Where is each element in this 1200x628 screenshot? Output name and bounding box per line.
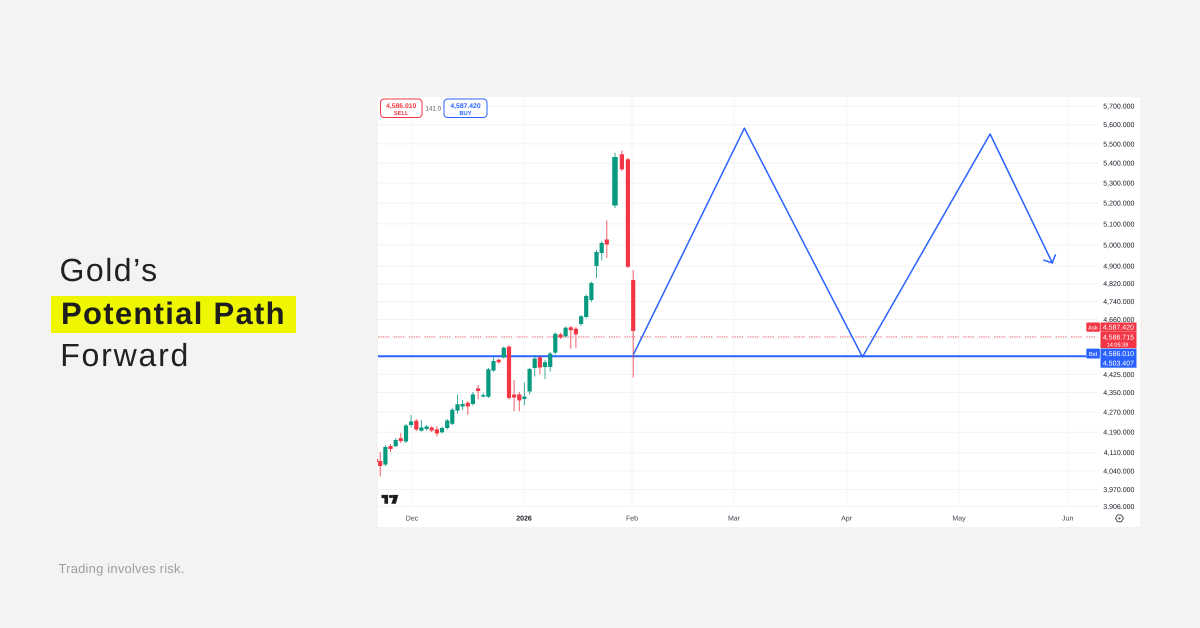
svg-text:5,700.000: 5,700.000 — [1103, 103, 1134, 110]
svg-text:4,586.010: 4,586.010 — [386, 103, 416, 110]
svg-text:5,100.000: 5,100.000 — [1103, 221, 1134, 228]
svg-text:4,587.420: 4,587.420 — [450, 103, 480, 110]
svg-text:5,000.000: 5,000.000 — [1103, 242, 1134, 249]
svg-text:4,270.000: 4,270.000 — [1103, 410, 1134, 417]
svg-text:4,503.407: 4,503.407 — [1103, 361, 1134, 368]
svg-text:4,740.000: 4,740.000 — [1103, 299, 1134, 306]
svg-text:5,400.000: 5,400.000 — [1103, 161, 1134, 168]
svg-text:5,600.000: 5,600.000 — [1103, 122, 1134, 129]
svg-text:4,660.000: 4,660.000 — [1103, 317, 1134, 324]
svg-text:Apr: Apr — [841, 516, 853, 523]
svg-text:4,040.000: 4,040.000 — [1103, 468, 1134, 475]
svg-text:BUY: BUY — [459, 111, 471, 117]
svg-text:Mar: Mar — [728, 516, 741, 523]
svg-text:3,906.000: 3,906.000 — [1103, 504, 1134, 511]
svg-text:4,190.000: 4,190.000 — [1103, 430, 1134, 437]
svg-text:May: May — [952, 516, 966, 523]
svg-text:4,110.000: 4,110.000 — [1104, 450, 1135, 457]
svg-text:Bid: Bid — [1089, 351, 1097, 358]
svg-text:4,820.000: 4,820.000 — [1103, 281, 1134, 288]
svg-text:14:05:39: 14:05:39 — [1107, 342, 1129, 348]
svg-text:5,500.000: 5,500.000 — [1103, 141, 1134, 148]
svg-text:5,200.000: 5,200.000 — [1103, 201, 1134, 208]
svg-text:Dec: Dec — [406, 516, 419, 523]
svg-text:Ask: Ask — [1088, 324, 1098, 331]
svg-text:5,300.000: 5,300.000 — [1103, 181, 1134, 188]
svg-text:4,586.715: 4,586.715 — [1103, 335, 1134, 342]
svg-text:4,586.010: 4,586.010 — [1103, 351, 1134, 358]
svg-text:2026: 2026 — [516, 516, 532, 523]
svg-text:3,970.000: 3,970.000 — [1103, 487, 1134, 494]
svg-text:4,425.000: 4,425.000 — [1103, 372, 1134, 379]
svg-text:141.0: 141.0 — [426, 106, 442, 113]
svg-text:4,350.000: 4,350.000 — [1103, 390, 1134, 397]
svg-text:Jun: Jun — [1062, 516, 1073, 523]
svg-text:Feb: Feb — [626, 515, 638, 523]
svg-text:4,587.420: 4,587.420 — [1103, 325, 1134, 332]
svg-text:4,900.000: 4,900.000 — [1103, 264, 1134, 271]
svg-text:SELL: SELL — [394, 110, 409, 117]
